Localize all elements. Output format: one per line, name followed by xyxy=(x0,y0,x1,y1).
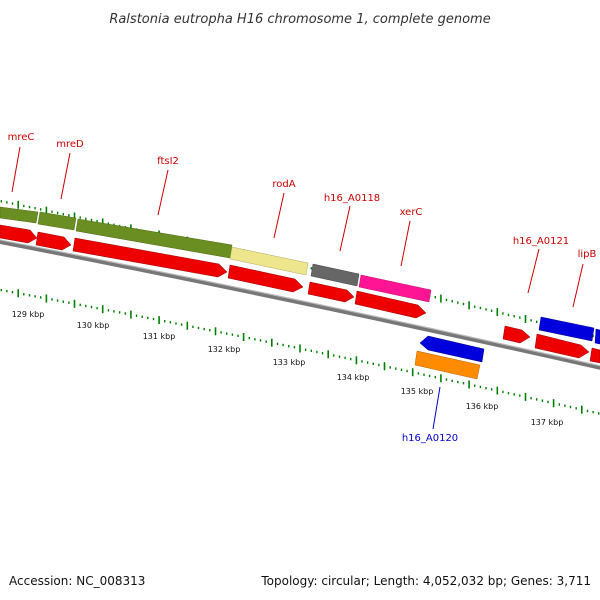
gene-label-h16_A0118[interactable]: h16_A0118 xyxy=(324,193,380,204)
gene-label-mreC[interactable]: mreC xyxy=(8,132,35,143)
cds-arrow-lipB[interactable] xyxy=(534,333,590,359)
gene-label-ftsI2[interactable]: ftsI2 xyxy=(157,156,179,167)
feature-xerC[interactable] xyxy=(358,274,432,303)
leader-lipB xyxy=(572,263,584,308)
feature-partial-blue[interactable] xyxy=(594,328,600,345)
leader-h16_A0118 xyxy=(339,205,351,252)
cds-arrow-mreC[interactable] xyxy=(0,224,38,244)
leader-mreC xyxy=(11,146,21,193)
leader-xerC xyxy=(400,220,411,267)
map-title: Ralstonia eutropha H16 chromosome 1, com… xyxy=(109,12,490,27)
cds-arrow-h16_A0118[interactable] xyxy=(307,281,355,303)
tick-label: 135 kbp xyxy=(401,387,434,396)
leader-mreD xyxy=(60,152,71,200)
tick-label: 134 kbp xyxy=(337,373,370,382)
feature-rodA[interactable] xyxy=(229,246,309,276)
cds-arrow-h16_A0120[interactable] xyxy=(419,335,485,363)
leader-h16_A0120 xyxy=(432,386,441,430)
gene-label-rodA[interactable]: rodA xyxy=(272,179,295,190)
tick-labels: 129 kbp 130 kbp 131 kbp 132 kbp 133 kbp … xyxy=(12,310,564,427)
cds-arrow-ftsI2[interactable] xyxy=(72,237,228,278)
tick-label: 132 kbp xyxy=(208,345,241,354)
leader-rodA xyxy=(273,192,285,239)
leader-h16_A0121 xyxy=(527,248,540,294)
cds-arrow-mreD[interactable] xyxy=(35,231,72,251)
feature-mreD[interactable] xyxy=(37,211,77,231)
feature-h16_A0118[interactable] xyxy=(310,263,360,287)
tick-label: 133 kbp xyxy=(273,358,306,367)
reverse-cds-track xyxy=(414,335,485,380)
feature-lipB[interactable] xyxy=(538,316,595,342)
gene-label-xerC[interactable]: xerC xyxy=(400,207,423,218)
gene-label-mreD[interactable]: mreD xyxy=(56,139,84,150)
genome-summary-text: Topology: circular; Length: 4,052,032 bp… xyxy=(260,574,591,588)
tick-label: 130 kbp xyxy=(77,321,110,330)
leader-ftsI2 xyxy=(157,169,169,216)
feature-h16_A0120[interactable] xyxy=(414,350,481,380)
gene-label-lipB[interactable]: lipB xyxy=(578,249,597,260)
cds-arrow-rodA[interactable] xyxy=(227,264,304,293)
tick-label: 136 kbp xyxy=(466,402,499,411)
tick-label: 131 kbp xyxy=(143,332,176,341)
gene-label-h16_A0120[interactable]: h16_A0120 xyxy=(402,433,458,444)
accession-text: Accession: NC_008313 xyxy=(9,574,145,588)
gene-labels: mreC mreD ftsI2 rodA h16_A0118 xerC h16_… xyxy=(8,132,597,444)
feature-mreC[interactable] xyxy=(0,206,39,224)
cds-arrow-xerC[interactable] xyxy=(354,290,427,319)
label-leaders xyxy=(11,146,584,308)
cds-arrow-partial[interactable] xyxy=(589,347,600,364)
genome-backbone-highlight xyxy=(0,239,600,367)
forward-cds-track xyxy=(0,224,600,364)
feature-track xyxy=(0,206,432,303)
tick-label: 137 kbp xyxy=(531,418,564,427)
tick-label: 129 kbp xyxy=(12,310,45,319)
genome-backbone xyxy=(0,239,600,370)
inner-scale-dots xyxy=(0,288,600,415)
cds-arrow-h16_A0121[interactable] xyxy=(502,325,531,344)
gene-label-h16_A0121[interactable]: h16_A0121 xyxy=(513,236,569,247)
